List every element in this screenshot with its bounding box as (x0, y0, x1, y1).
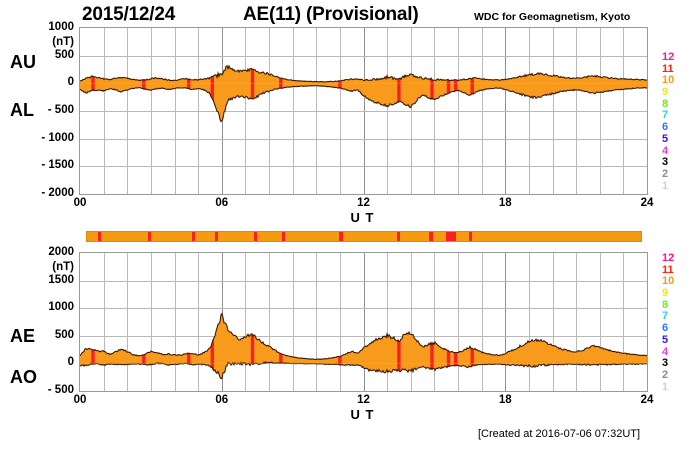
legend-entry-11: 11 (662, 263, 674, 276)
legend-entry-4: 4 (662, 345, 669, 358)
x-tick-label: 24 (640, 197, 654, 209)
y-tick-label: 0 (67, 356, 74, 369)
activity-mark (98, 232, 102, 241)
x-tick-label: 00 (73, 197, 87, 209)
y-tick-label: 500 (54, 328, 74, 341)
activity-mark (397, 232, 401, 241)
legend-entry-8: 8 (662, 97, 669, 110)
y-tick-label: 500 (54, 48, 74, 61)
x-tick-label: 00 (73, 394, 87, 406)
y-tick-label: 0 (67, 76, 74, 89)
legend-entry-10: 10 (662, 275, 675, 288)
x-axis-title: U T (350, 407, 375, 422)
x-tick-label: 12 (357, 197, 370, 209)
legend-entry-12: 12 (662, 252, 675, 264)
legend-entry-5: 5 (662, 333, 669, 346)
activity-indicator-bar (86, 231, 642, 242)
y-tick-label: 2000 (48, 246, 74, 258)
activity-mark (429, 232, 433, 241)
y-tick-label: 1000 (48, 21, 74, 33)
plot-panel-au-al (79, 27, 648, 195)
creation-timestamp: [Created at 2016-07-06 07:32UT] (478, 428, 641, 440)
unit-label-bottom: (nT) (52, 261, 74, 273)
activity-mark (214, 232, 218, 241)
plot-panel-ae-ao (79, 252, 648, 392)
y-tick-label: - 500 (47, 384, 74, 396)
activity-mark (147, 232, 151, 241)
legend-entry-6: 6 (662, 121, 669, 134)
legend-entry-4: 4 (662, 144, 669, 157)
x-tick-label: 18 (498, 197, 512, 209)
legend-entry-3: 3 (662, 357, 669, 370)
activity-mark (468, 232, 472, 241)
legend-entry-9: 9 (662, 86, 669, 99)
activity-mark (339, 232, 343, 241)
y-tick-label: - 1500 (41, 159, 74, 172)
legend-entry-6: 6 (662, 322, 669, 335)
legend-entry-5: 5 (662, 132, 669, 145)
y-tick-label: 1000 (48, 301, 74, 314)
unit-label-top: (nT) (52, 36, 74, 48)
x-tick-label: 18 (498, 394, 512, 406)
legend-entry-9: 9 (662, 287, 669, 300)
x-tick-label: 24 (640, 394, 654, 406)
activity-mark (445, 232, 452, 241)
legend-entry-10: 10 (662, 74, 675, 87)
legend-entry-12: 12 (662, 51, 675, 63)
legend-top: 12 11 10 9 8 7 6 5 4 3 2 1 (662, 51, 684, 192)
legend-entry-2: 2 (662, 167, 669, 180)
trace-ae-ao (80, 253, 647, 391)
component-label-au: AU (10, 52, 36, 72)
component-label-al: AL (10, 100, 34, 120)
legend-entry-1: 1 (662, 179, 669, 192)
activity-mark (452, 232, 456, 241)
legend-entry-7: 7 (662, 310, 669, 323)
x-axis-title: U T (350, 210, 375, 225)
y-tick-label: - 2000 (41, 187, 74, 199)
component-label-ao: AO (10, 367, 37, 387)
activity-mark (281, 232, 285, 241)
attribution-text: WDC for Geomagnetism, Kyoto (474, 11, 631, 23)
x-tick-label: 06 (215, 197, 229, 209)
y-tick-label: 1500 (48, 273, 74, 286)
legend-entry-7: 7 (662, 109, 669, 122)
y-tick-label: - 500 (47, 104, 74, 116)
legend-entry-2: 2 (662, 368, 669, 381)
legend-entry-8: 8 (662, 298, 669, 311)
component-label-ae: AE (10, 326, 36, 346)
activity-mark (191, 232, 195, 241)
x-tick-label: 06 (215, 394, 229, 406)
activity-mark (253, 232, 258, 241)
chart-date-title: 2015/12/24 (82, 4, 176, 25)
chart-index-title: AE(11) (Provisional) (243, 4, 419, 25)
legend-entry-11: 11 (662, 62, 674, 75)
legend-entry-3: 3 (662, 156, 669, 169)
x-tick-label: 12 (357, 394, 370, 406)
legend-entry-1: 1 (662, 380, 669, 393)
legend-bottom: 12 11 10 9 8 7 6 5 4 3 2 1 (662, 252, 684, 393)
y-tick-label: - 1000 (41, 131, 74, 144)
trace-au-al (80, 28, 647, 194)
